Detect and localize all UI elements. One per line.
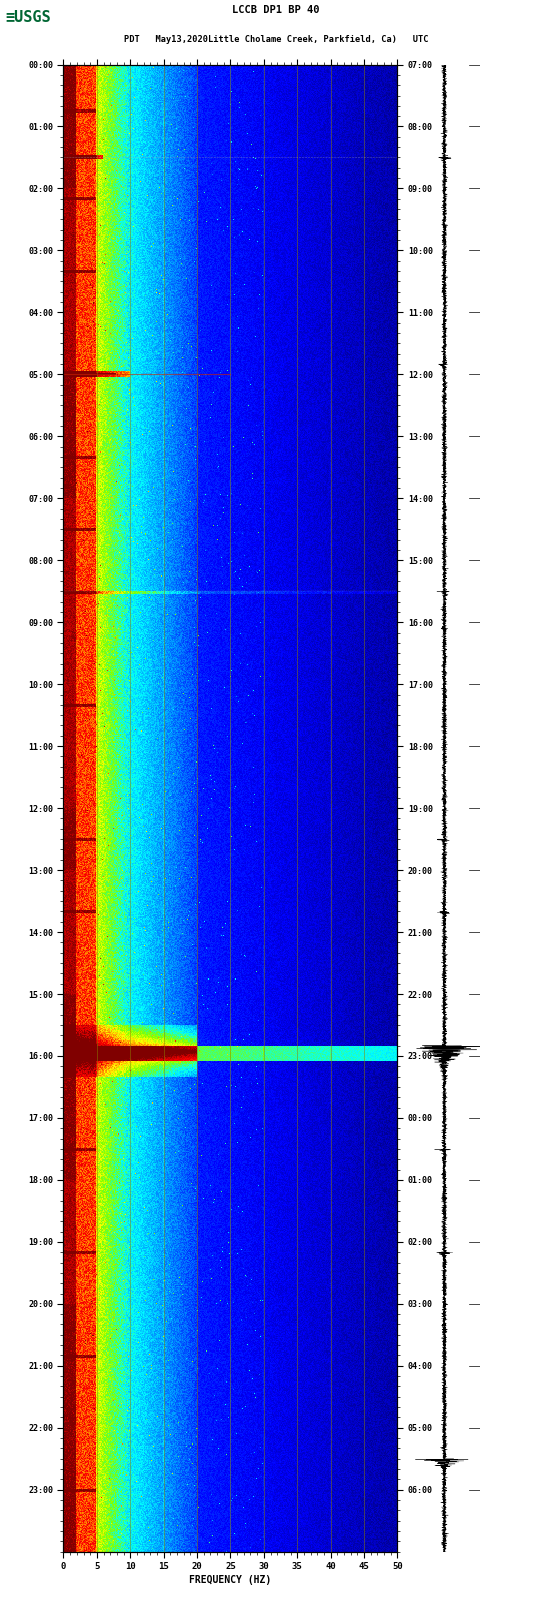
Text: PDT   May13,2020Little Cholame Creek, Parkfield, Ca)   UTC: PDT May13,2020Little Cholame Creek, Park… — [124, 35, 428, 45]
Text: ≡USGS: ≡USGS — [6, 10, 51, 24]
Text: LCCB DP1 BP 40: LCCB DP1 BP 40 — [232, 5, 320, 15]
X-axis label: FREQUENCY (HZ): FREQUENCY (HZ) — [189, 1576, 272, 1586]
